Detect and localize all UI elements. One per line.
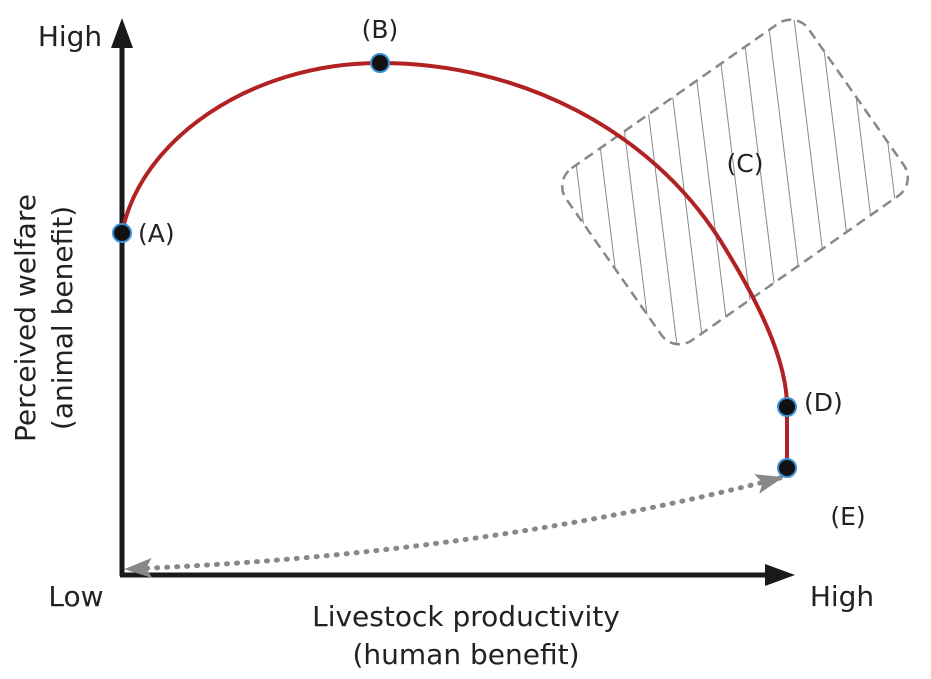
point-label: (D) [804,388,843,417]
point-b [370,53,390,73]
region-c [560,18,910,346]
trade-off-arrow [124,474,784,579]
y-high-label: High [38,20,102,53]
x-high-label: High [810,580,874,613]
point-e [777,458,797,478]
point-label: (C) [727,149,764,178]
y-axis-title: Perceived welfare [9,194,42,442]
welfare-curve [120,60,789,468]
point-a [112,223,132,243]
x-low-label: Low [48,580,103,613]
point-label: (E) [830,502,865,531]
x-axis-title: (human benefit) [352,638,579,671]
x-arrow [765,564,795,586]
point-label: (B) [362,15,399,44]
y-arrow [111,18,133,48]
point-d [777,397,797,417]
x-axis-title: Livestock productivity [312,600,620,633]
y-axis-title: (animal benefit) [46,206,79,430]
point-label: (A) [138,219,175,248]
